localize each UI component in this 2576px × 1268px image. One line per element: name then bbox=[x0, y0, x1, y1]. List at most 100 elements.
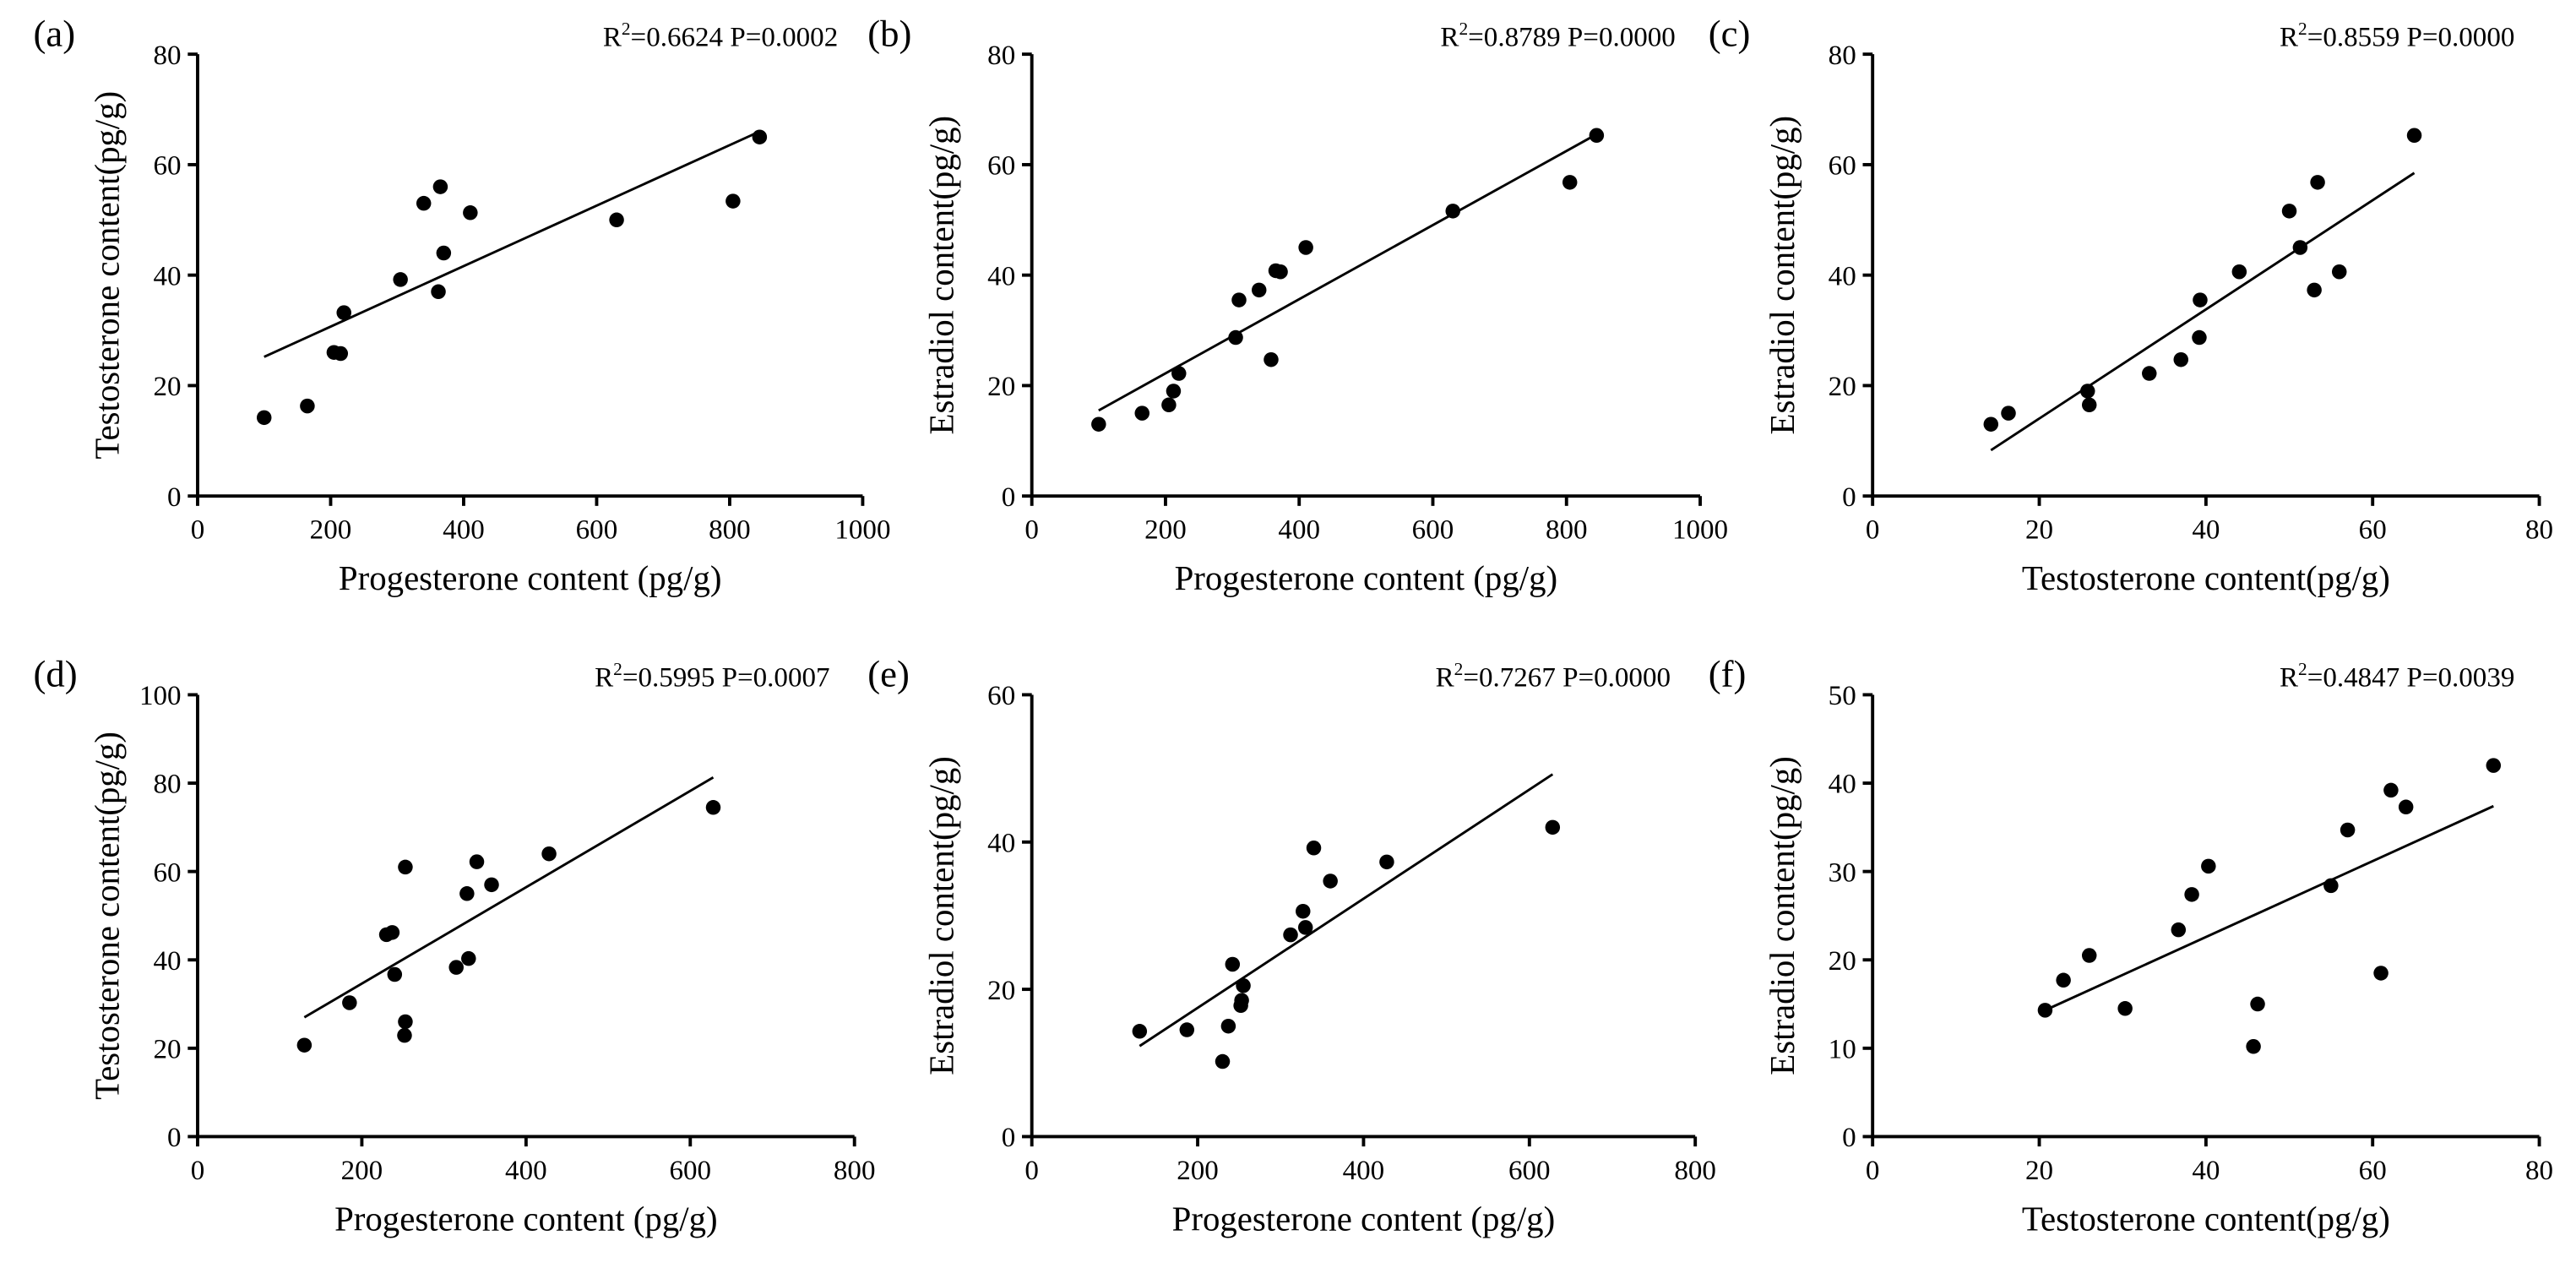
data-point bbox=[416, 195, 432, 211]
data-point bbox=[1983, 416, 1999, 432]
data-point bbox=[541, 846, 557, 862]
panel-label: (b) bbox=[867, 12, 911, 54]
x-tick-label: 60 bbox=[2359, 1156, 2387, 1186]
data-point bbox=[2323, 878, 2339, 894]
data-point bbox=[1228, 329, 1243, 346]
y-tick-label: 20 bbox=[1829, 946, 1856, 977]
data-point bbox=[256, 410, 272, 426]
data-point bbox=[2201, 858, 2216, 874]
x-tick-label: 400 bbox=[1278, 515, 1320, 546]
data-point bbox=[2307, 282, 2322, 298]
data-point bbox=[1215, 1053, 1231, 1069]
data-point bbox=[2037, 1003, 2053, 1018]
panel-c: 0 20 40 60 80 0 20 40 60 80 Testosterone content(p… bbox=[1709, 12, 2553, 597]
panel-label: (e) bbox=[867, 653, 910, 695]
x-tick-label: 200 bbox=[1144, 515, 1187, 546]
data-point bbox=[1283, 927, 1298, 943]
data-point bbox=[1251, 282, 1267, 298]
x-axis-label: Progesterone content (pg/g) bbox=[334, 1200, 718, 1238]
data-point bbox=[1545, 819, 1561, 835]
y-tick-label: 0 bbox=[167, 1123, 182, 1153]
data-point bbox=[1445, 204, 1460, 219]
data-point bbox=[2001, 405, 2016, 421]
data-point bbox=[431, 284, 446, 300]
x-axis-label: Progesterone content (pg/g) bbox=[1175, 559, 1558, 597]
data-point bbox=[1091, 416, 1106, 432]
data-point bbox=[432, 179, 448, 194]
x-tick-label: 0 bbox=[1866, 515, 1880, 546]
data-point bbox=[1297, 920, 1313, 935]
stats-annotation: R2=0.8789 P=0.0000 bbox=[1440, 19, 1675, 53]
y-tick-label: 20 bbox=[1829, 372, 1856, 402]
data-point bbox=[1161, 397, 1177, 413]
data-point bbox=[484, 877, 499, 893]
y-tick-label: 40 bbox=[1829, 770, 1856, 800]
stats-annotation: R2=0.5995 P=0.0007 bbox=[595, 659, 829, 694]
data-point bbox=[397, 1027, 412, 1043]
x-axis-label: Testosterone content(pg/g) bbox=[2022, 559, 2390, 597]
data-point bbox=[459, 886, 475, 901]
y-tick-label: 80 bbox=[1829, 41, 1856, 71]
data-point bbox=[2192, 329, 2207, 346]
data-point bbox=[387, 966, 403, 982]
data-point bbox=[333, 346, 349, 362]
data-point bbox=[1379, 854, 1394, 870]
x-tick-label: 20 bbox=[2025, 515, 2053, 546]
x-tick-label: 80 bbox=[2525, 515, 2553, 546]
regression-line bbox=[1990, 171, 2416, 452]
data-point bbox=[752, 129, 768, 144]
y-tick-label: 60 bbox=[987, 681, 1015, 711]
data-point bbox=[1171, 366, 1187, 381]
panel-label: (c) bbox=[1709, 12, 1751, 54]
data-point bbox=[2081, 397, 2097, 413]
x-tick-label: 600 bbox=[1412, 515, 1454, 546]
x-tick-label: 40 bbox=[2192, 515, 2220, 546]
data-point bbox=[2383, 782, 2399, 798]
x-tick-label: 600 bbox=[669, 1156, 711, 1186]
y-tick-label: 80 bbox=[153, 770, 181, 800]
x-tick-label: 400 bbox=[443, 515, 485, 546]
y-tick-label: 20 bbox=[153, 372, 181, 402]
data-point bbox=[1264, 351, 1279, 367]
data-point bbox=[1273, 264, 1288, 280]
data-point bbox=[2250, 996, 2265, 1012]
data-point bbox=[1179, 1022, 1195, 1037]
data-point bbox=[2486, 758, 2502, 773]
y-tick-label: 0 bbox=[1842, 482, 1856, 513]
x-tick-label: 20 bbox=[2025, 1156, 2053, 1186]
data-point bbox=[469, 854, 485, 869]
data-point bbox=[2398, 799, 2414, 815]
x-tick-label: 200 bbox=[310, 515, 352, 546]
panel-f: 0 10 20 30 40 50 0 20 40 60 80 Testosterone content… bbox=[1709, 653, 2553, 1238]
data-point bbox=[1220, 1018, 1236, 1034]
x-axis-label: Progesterone content (pg/g) bbox=[1172, 1200, 1556, 1238]
y-tick-label: 40 bbox=[153, 261, 181, 291]
regression-line bbox=[2044, 804, 2494, 1012]
x-tick-label: 1000 bbox=[834, 515, 890, 546]
x-tick-label: 800 bbox=[1674, 1156, 1716, 1186]
data-point bbox=[2310, 175, 2325, 190]
data-point bbox=[300, 398, 315, 414]
y-tick-label: 0 bbox=[167, 482, 182, 513]
y-tick-label: 80 bbox=[153, 41, 181, 71]
data-point bbox=[1296, 903, 1311, 919]
stats-annotation: R2=0.4847 P=0.0039 bbox=[2280, 659, 2514, 694]
data-point bbox=[1134, 405, 1150, 421]
y-tick-label: 30 bbox=[1829, 857, 1856, 888]
stats-annotation: R2=0.7267 P=0.0000 bbox=[1436, 659, 1671, 694]
y-tick-label: 20 bbox=[153, 1035, 181, 1065]
data-point bbox=[1562, 175, 1578, 190]
data-point bbox=[2281, 204, 2297, 219]
y-tick-label: 40 bbox=[987, 828, 1015, 858]
data-point bbox=[726, 193, 741, 209]
data-point bbox=[2246, 1039, 2261, 1054]
x-tick-label: 1000 bbox=[1672, 515, 1728, 546]
data-point bbox=[2142, 366, 2157, 381]
data-point bbox=[461, 950, 476, 966]
x-tick-label: 600 bbox=[576, 515, 618, 546]
data-point bbox=[2171, 922, 2187, 938]
y-axis-label: Estradiol content(pg/g) bbox=[922, 116, 960, 435]
x-tick-label: 0 bbox=[1024, 1156, 1039, 1186]
y-tick-label: 20 bbox=[987, 372, 1015, 402]
regression-line bbox=[264, 130, 760, 358]
